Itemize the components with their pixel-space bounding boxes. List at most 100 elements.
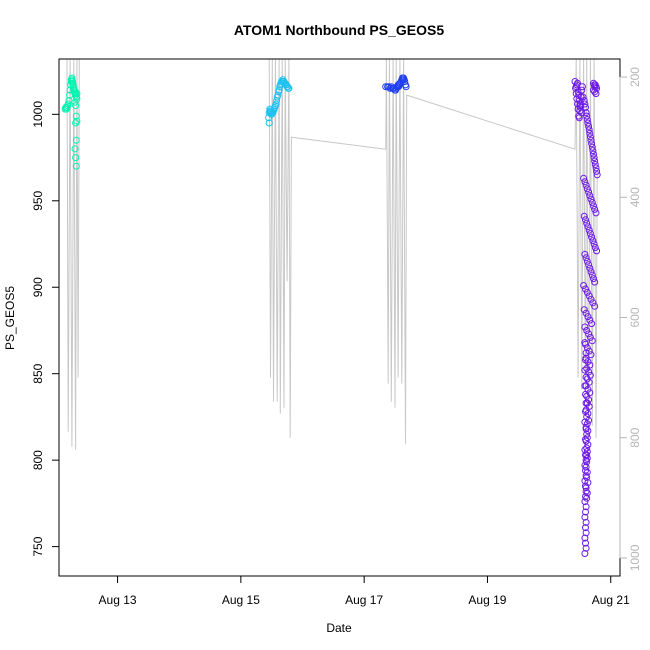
data-point <box>582 408 589 416</box>
data-point <box>585 292 593 300</box>
data-point <box>582 463 590 471</box>
data-point <box>265 119 273 127</box>
data-point <box>584 427 592 435</box>
right-tick-label: 400 <box>628 187 642 207</box>
data-point <box>72 112 80 120</box>
data-point <box>581 323 589 331</box>
data-point <box>592 209 600 217</box>
data-point <box>584 313 592 321</box>
data-point <box>581 446 589 454</box>
data-point <box>580 212 588 220</box>
data-point <box>584 223 592 231</box>
data-point <box>583 116 591 123</box>
data-point <box>587 295 595 303</box>
data-point <box>581 366 589 374</box>
data-point <box>581 100 589 108</box>
data-point <box>581 461 589 469</box>
data-point <box>583 430 591 438</box>
y-tick-label: 850 <box>31 363 45 383</box>
data-point <box>582 544 590 552</box>
data-point <box>580 306 588 314</box>
data-point <box>581 534 589 542</box>
data-point <box>582 109 590 117</box>
data-point <box>590 154 598 162</box>
data-point <box>590 240 598 248</box>
data-point <box>73 90 81 98</box>
data-point <box>580 282 588 289</box>
data-point <box>581 418 589 426</box>
data-point <box>583 185 591 193</box>
data-point <box>591 205 599 213</box>
data-point <box>575 91 583 99</box>
data-point <box>593 247 601 255</box>
data-points-layer <box>61 74 601 557</box>
data-point <box>582 503 590 511</box>
data-point <box>586 333 594 341</box>
y-axis-left: 750 800 850 900 950 1000 <box>31 101 60 557</box>
data-point <box>578 109 586 117</box>
data-point <box>591 302 599 310</box>
data-point <box>64 100 72 108</box>
x-tick-label: Aug 17 <box>345 593 383 607</box>
data-point <box>581 339 589 347</box>
x-tick-label: Aug 13 <box>99 593 137 607</box>
data-point <box>588 233 596 241</box>
data-point <box>590 275 597 283</box>
data-point <box>579 93 587 101</box>
data-point <box>586 316 594 324</box>
data-point <box>587 136 595 144</box>
data-point <box>586 133 594 141</box>
data-point <box>572 83 580 91</box>
data-point <box>582 493 589 500</box>
data-point <box>589 237 597 245</box>
y-tick-label: 800 <box>31 450 45 470</box>
data-point <box>591 157 599 165</box>
data-point <box>273 97 281 104</box>
data-point <box>385 83 393 91</box>
y-tick-label: 1000 <box>31 101 45 128</box>
data-point <box>585 261 593 269</box>
data-point <box>581 498 589 506</box>
data-point <box>583 444 591 452</box>
data-point <box>275 86 283 94</box>
data-point <box>73 95 81 103</box>
data-point <box>72 119 80 127</box>
right-tick-label: 200 <box>628 67 642 87</box>
data-point <box>582 456 590 464</box>
y-tick-label: 750 <box>31 536 45 556</box>
data-point <box>589 147 597 155</box>
data-point <box>582 472 590 480</box>
data-point <box>72 162 80 170</box>
data-point <box>266 105 274 113</box>
data-point <box>588 271 596 279</box>
y-tick-label: 950 <box>31 190 45 210</box>
data-point <box>71 145 79 153</box>
data-point <box>583 494 591 502</box>
data-point <box>583 454 591 462</box>
data-point <box>580 174 588 182</box>
altitude-trace-line <box>66 58 598 450</box>
data-point <box>585 226 593 234</box>
data-point <box>587 351 595 359</box>
data-point <box>582 451 589 459</box>
data-point <box>582 216 589 224</box>
data-point <box>583 434 591 442</box>
data-point <box>582 425 590 433</box>
data-point <box>582 435 589 443</box>
data-point <box>585 330 593 338</box>
y-tick-label: 900 <box>31 277 45 297</box>
data-point <box>589 299 597 307</box>
data-point <box>585 126 593 134</box>
data-point <box>581 250 589 258</box>
data-point <box>586 192 594 200</box>
data-point <box>72 154 80 162</box>
data-point <box>591 278 599 286</box>
data-point <box>580 97 588 104</box>
data-point <box>588 199 596 206</box>
data-point <box>582 399 590 407</box>
data-point <box>587 268 595 276</box>
data-point <box>582 254 590 262</box>
data-point <box>586 129 594 137</box>
data-point <box>581 550 589 557</box>
data-point <box>583 219 591 227</box>
